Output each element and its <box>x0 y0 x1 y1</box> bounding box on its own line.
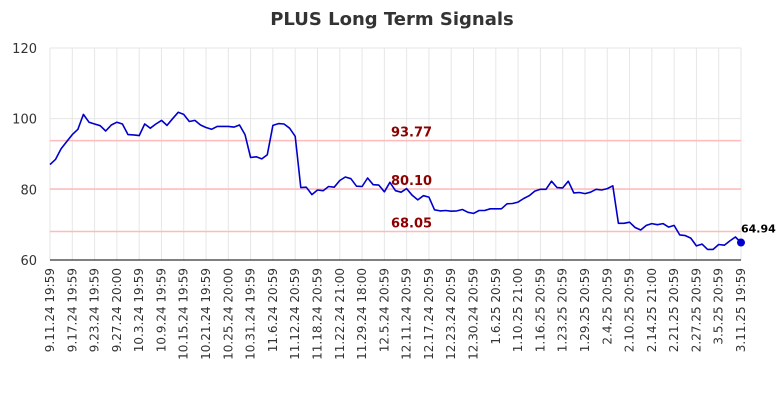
price-line <box>49 111 742 251</box>
grid <box>49 47 742 261</box>
signal-levels <box>50 139 741 233</box>
x-tick-label: 11.22.24 21:00 <box>333 268 347 360</box>
axes: 60 80 100 120 9.11.24 19:59 9.17.24 19:59 9.23… <box>12 42 748 360</box>
x-tick-label: 1.29.25 20:59 <box>578 268 592 352</box>
y-tick-label: 60 <box>20 254 37 269</box>
x-tick-label: 3.11.25 19:59 <box>734 268 748 352</box>
x-tick-label: 12.5.24 20:59 <box>377 268 391 352</box>
x-tick-label: 9.23.24 19:59 <box>88 268 102 352</box>
y-tick-label: 100 <box>12 113 37 128</box>
x-tick-label: 3.5.25 20:59 <box>712 268 726 345</box>
y-tick-label: 120 <box>12 42 37 57</box>
x-tick-label: 10.15.24 19:59 <box>177 268 191 360</box>
x-tick-label: 2.21.25 20:59 <box>667 268 681 352</box>
x-tick-label: 9.27.24 20:00 <box>110 268 124 352</box>
x-tick-label: 10.21.24 19:59 <box>199 268 213 360</box>
x-tick-label: 2.14.25 21:00 <box>645 268 659 352</box>
last-value-label: 64.94 <box>741 223 776 236</box>
chart-title: PLUS Long Term Signals <box>270 9 514 30</box>
x-tick-label: 12.23.24 20:59 <box>444 268 458 360</box>
x-tick-label: 10.25.24 20:00 <box>221 268 235 360</box>
signal-level-label: 80.10 <box>391 174 432 189</box>
x-tick-label: 1.6.25 20:59 <box>489 268 503 345</box>
x-tick-label: 11.6.24 20:59 <box>266 268 280 352</box>
signal-level-label: 93.77 <box>391 126 432 141</box>
x-tick-label: 9.11.24 19:59 <box>43 268 57 352</box>
x-tick-label: 1.23.25 20:59 <box>556 268 570 352</box>
y-tick-label: 80 <box>20 183 37 198</box>
x-tick-label: 12.30.24 20:59 <box>467 268 481 360</box>
x-tick-label: 2.4.25 20:59 <box>600 268 614 345</box>
x-tick-label: 1.16.25 20:59 <box>533 268 547 352</box>
x-tick-label: 11.12.24 20:59 <box>288 268 302 360</box>
labels-layer: 93.77 80.10 68.05 64.94 <box>391 126 776 236</box>
x-tick-label: 12.11.24 20:59 <box>400 268 414 360</box>
x-tick-label: 2.27.25 20:59 <box>689 268 703 352</box>
series-layer <box>49 111 745 251</box>
x-tick-label: 10.31.24 19:59 <box>244 268 258 360</box>
last-value-marker <box>737 238 745 247</box>
x-tick-label: 2.10.25 20:59 <box>623 268 637 352</box>
x-tick-label: 11.18.24 20:59 <box>310 268 324 360</box>
x-tick-label: 9.17.24 19:59 <box>65 268 79 352</box>
x-tick-label: 10.9.24 19:59 <box>154 268 168 352</box>
x-tick-label: 1.10.25 21:00 <box>511 268 525 352</box>
signal-level-label: 68.05 <box>391 217 432 232</box>
x-tick-label: 12.17.24 20:59 <box>422 268 436 360</box>
x-tick-label: 11.29.24 18:00 <box>355 268 369 360</box>
x-tick-label: 10.3.24 19:59 <box>132 268 146 352</box>
